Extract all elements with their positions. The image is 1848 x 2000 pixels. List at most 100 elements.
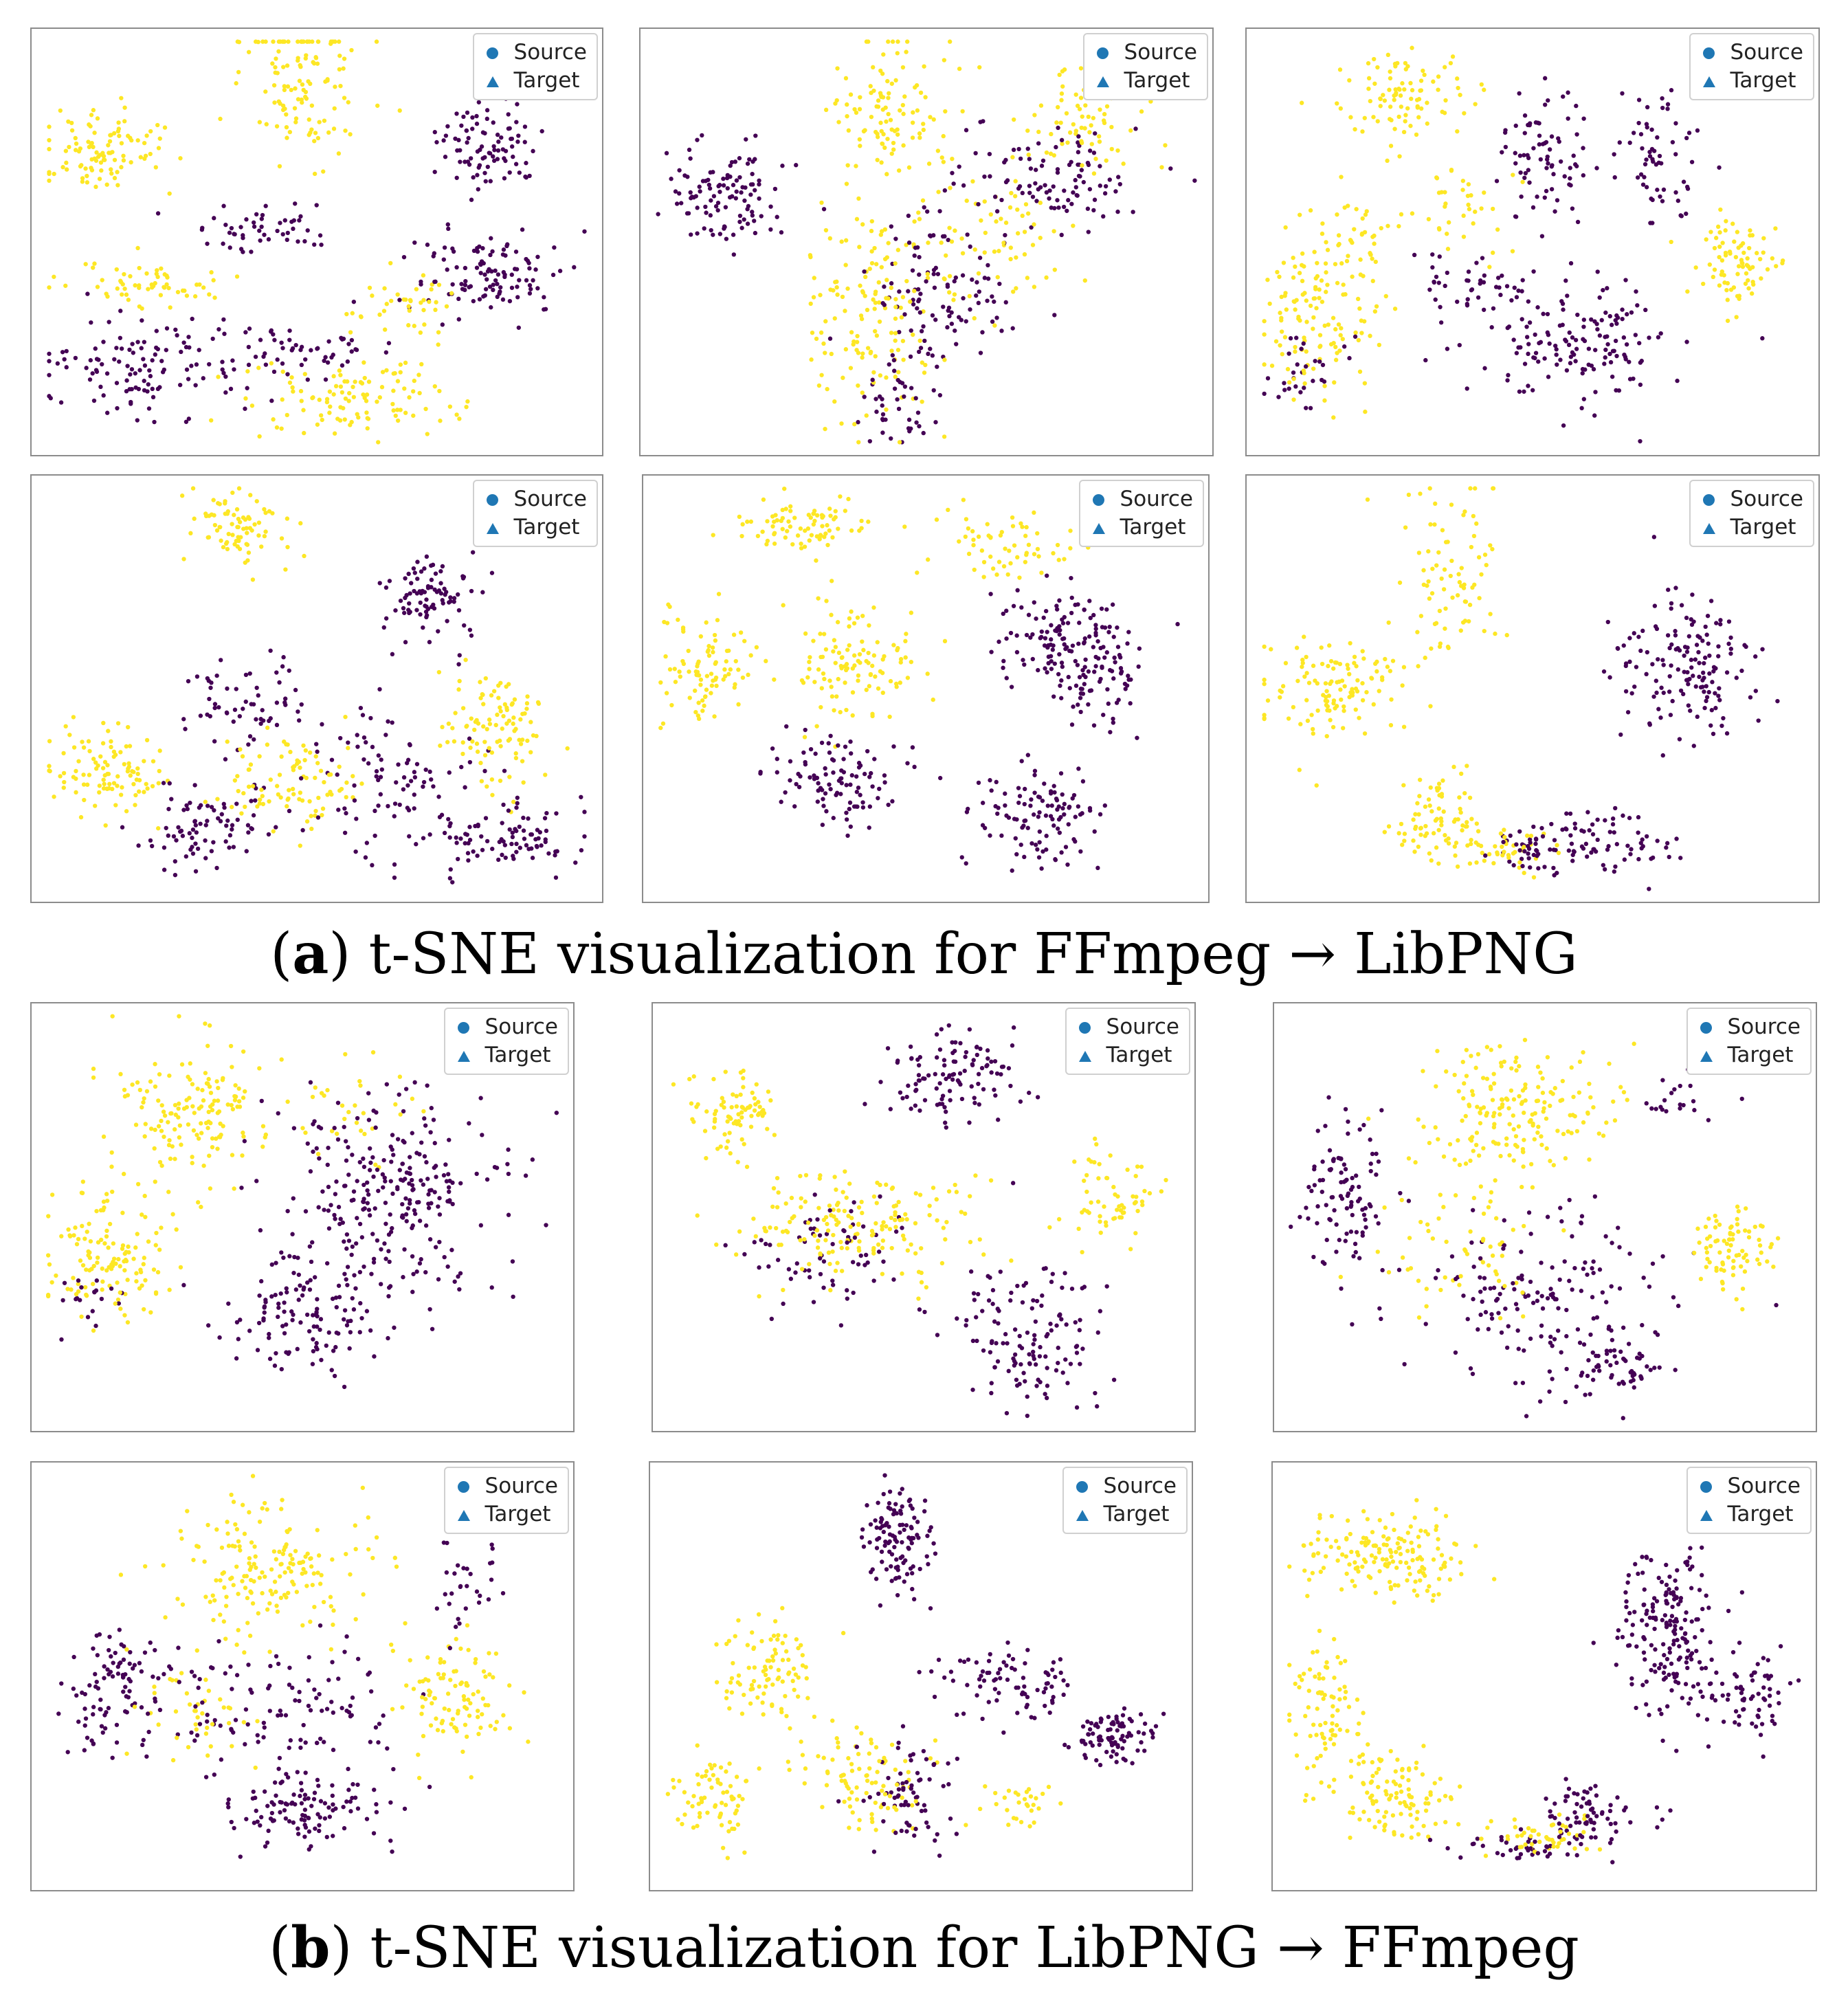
circle-marker-icon	[1703, 47, 1715, 59]
source-point	[1589, 317, 1594, 322]
target-point	[159, 1225, 164, 1230]
target-point	[1309, 713, 1314, 718]
target-point	[906, 165, 912, 170]
source-point	[1625, 312, 1629, 317]
source-point	[361, 1207, 366, 1212]
source-point	[275, 357, 280, 362]
source-point	[226, 1301, 231, 1306]
target-point	[377, 395, 382, 400]
source-point	[225, 818, 230, 823]
target-point	[197, 1106, 201, 1111]
target-point	[232, 1093, 237, 1099]
target-point	[1324, 699, 1330, 704]
target-point	[884, 278, 889, 282]
target-point	[1701, 281, 1706, 287]
target-point	[812, 276, 816, 280]
target-point	[1372, 81, 1377, 86]
source-point	[1083, 657, 1088, 662]
source-point	[1049, 803, 1054, 808]
source-point	[272, 337, 277, 342]
target-point	[1746, 278, 1750, 283]
target-point	[1418, 491, 1423, 496]
target-point	[172, 1157, 177, 1162]
legend-target-row: Target	[482, 67, 587, 95]
target-point	[942, 357, 947, 362]
source-point	[410, 1183, 415, 1188]
target-point	[381, 309, 387, 313]
target-point	[1380, 678, 1385, 682]
source-point	[1087, 688, 1093, 693]
source-point	[841, 757, 846, 762]
target-point	[1357, 715, 1361, 720]
source-point	[848, 739, 853, 744]
source-point	[961, 296, 966, 301]
target-point	[271, 417, 276, 422]
target-point	[236, 1086, 241, 1091]
target-point	[159, 1163, 164, 1168]
source-point	[1047, 196, 1051, 201]
source-point	[449, 1247, 454, 1252]
source-point	[269, 1262, 274, 1267]
source-point	[258, 337, 263, 342]
target-point	[76, 1289, 81, 1294]
source-point	[224, 823, 229, 828]
source-point	[949, 310, 954, 315]
target-point	[485, 726, 489, 732]
target-point	[478, 680, 482, 685]
source-point	[919, 329, 924, 334]
target-point	[207, 1023, 212, 1028]
source-point	[459, 764, 464, 770]
source-point	[916, 299, 921, 304]
source-point	[212, 702, 218, 707]
target-point	[680, 658, 685, 664]
source-point	[1595, 817, 1600, 822]
source-point	[1018, 156, 1023, 162]
target-point	[1011, 289, 1016, 294]
target-point	[856, 673, 861, 678]
target-point	[814, 558, 819, 563]
source-point	[1003, 803, 1008, 808]
target-point	[920, 399, 924, 404]
source-point	[946, 308, 950, 313]
target-point	[78, 814, 84, 820]
source-point	[310, 1240, 315, 1245]
target-point	[135, 771, 140, 777]
target-point	[190, 1104, 195, 1109]
target-point	[106, 729, 111, 733]
source-point	[421, 625, 425, 630]
source-point	[230, 827, 234, 832]
source-point	[1291, 370, 1296, 375]
source-point	[1043, 636, 1048, 641]
source-point	[495, 132, 500, 137]
source-point	[372, 1354, 377, 1359]
target-point	[460, 751, 465, 757]
target-point	[115, 183, 120, 188]
source-point	[1622, 857, 1627, 862]
source-point	[977, 289, 981, 294]
target-point	[868, 351, 873, 355]
target-point	[234, 81, 238, 86]
source-point	[706, 177, 711, 182]
source-point	[278, 1291, 283, 1296]
target-point	[1387, 87, 1392, 92]
source-point	[467, 162, 472, 167]
target-point	[728, 667, 733, 672]
target-point	[280, 369, 285, 374]
source-point	[323, 355, 328, 359]
target-point	[1148, 99, 1153, 104]
target-point	[495, 712, 500, 718]
source-point	[922, 338, 927, 344]
source-point	[478, 1096, 483, 1100]
source-point	[462, 623, 467, 628]
source-point	[1077, 143, 1082, 148]
source-point	[280, 361, 285, 366]
target-point	[73, 135, 78, 141]
source-point	[1423, 357, 1428, 363]
target-point	[1311, 315, 1316, 320]
source-point	[85, 1315, 91, 1320]
source-point	[443, 592, 447, 597]
target-point	[893, 375, 898, 379]
source-point	[263, 203, 268, 208]
source-point	[212, 705, 217, 711]
target-point	[870, 713, 875, 719]
